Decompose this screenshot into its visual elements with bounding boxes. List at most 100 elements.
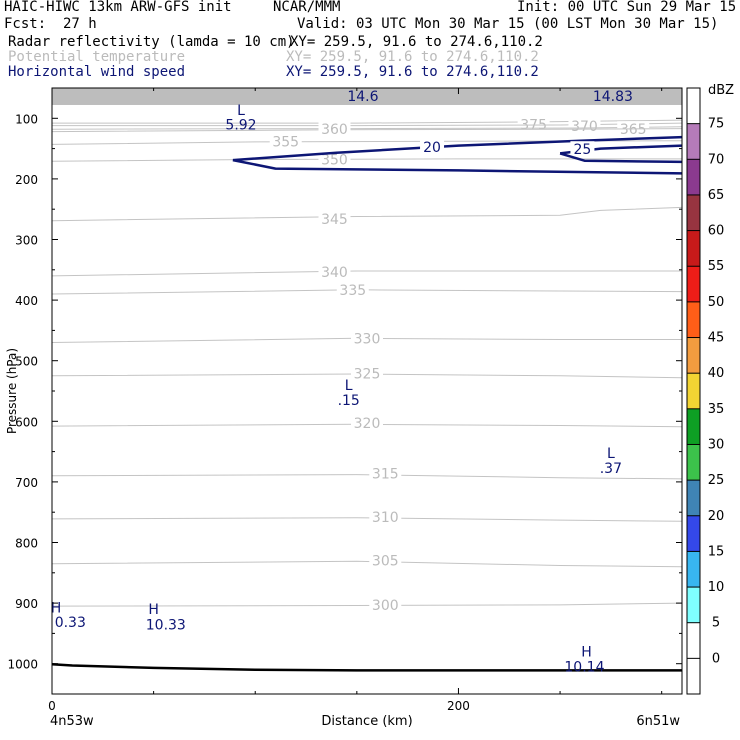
theta-contour-305 xyxy=(51,560,683,568)
x-tick-label: 0 xyxy=(48,699,56,713)
theta-label-365: 365 xyxy=(620,122,647,138)
top-band-layer xyxy=(52,88,682,105)
theta-label-300: 300 xyxy=(372,598,399,614)
theta-label-305: 305 xyxy=(372,554,399,570)
valid-time: Valid: 03 UTC Mon 30 Mar 15 (00 LST Mon … xyxy=(297,16,719,32)
colorbar-label: 20 xyxy=(708,509,725,524)
theta-label-bg xyxy=(351,415,383,431)
colorbar-segment xyxy=(687,587,700,623)
colorbar-label: 15 xyxy=(708,544,725,559)
colorbar-segment xyxy=(687,337,700,374)
colorbar-segment xyxy=(687,159,700,195)
colorbar-label: 10 xyxy=(708,580,725,595)
theta-label-350: 350 xyxy=(321,153,348,169)
colorbar-label: 60 xyxy=(708,224,725,239)
theta-contour-345 xyxy=(51,206,683,222)
colorbar-segment xyxy=(687,373,700,409)
theta-label-bg xyxy=(318,121,351,137)
colorbar-label: 70 xyxy=(708,152,725,167)
theta-contour-335 xyxy=(51,289,683,295)
wind-contour-25 xyxy=(559,152,683,164)
forecast-label: Fcst: xyxy=(4,16,47,32)
y-tick-label: 700 xyxy=(15,476,38,490)
y-tick-label: 400 xyxy=(15,294,38,308)
theta-contour-320 xyxy=(51,423,683,428)
colorbar-segment xyxy=(687,515,700,552)
annotation: 14.6 xyxy=(347,89,378,105)
colorbar-segment xyxy=(687,658,700,694)
theta-label-bg xyxy=(369,596,402,612)
forecast-hours: 27 h xyxy=(63,16,97,32)
y-tick-label: 900 xyxy=(15,597,38,611)
annotation: L xyxy=(345,378,353,394)
theta-label-315: 315 xyxy=(372,466,399,482)
colorbar-segment xyxy=(687,408,700,445)
plot-area xyxy=(52,88,682,694)
annotation: L xyxy=(237,103,245,119)
theta-label-bg xyxy=(351,365,383,381)
y-tick-label: 600 xyxy=(15,415,38,429)
theta-label-355: 355 xyxy=(272,134,299,150)
theta-contour-layer: 375 370 3653603553503453403353303253203153… xyxy=(51,116,683,614)
wind-contour-layer: 20 25 xyxy=(232,135,683,175)
colorbar-segment xyxy=(687,551,700,588)
wind-contour-20 xyxy=(232,158,683,175)
field-theta-label: Potential temperature xyxy=(8,49,186,65)
colorbar-label: 40 xyxy=(708,366,725,381)
y-tick-label: 200 xyxy=(15,173,38,187)
annotation: H xyxy=(581,645,592,661)
colorbar-label: 25 xyxy=(708,473,725,488)
colorbar-segment xyxy=(687,444,700,481)
colorbar: 0 5 10 15 20 25 30 35 40 45 50 55 60 65 70 75 xyxy=(686,87,725,695)
colorbar-segment xyxy=(687,194,700,231)
theta-contour-325 xyxy=(51,373,683,379)
field-theta-xy: XY= 259.5, 91.6 to 274.6,110.2 xyxy=(286,49,539,65)
colorbar-label: 0 xyxy=(712,651,720,666)
theta-label-330: 330 xyxy=(354,331,381,347)
theta-label-360: 360 xyxy=(321,122,348,138)
annotation: 10.33 xyxy=(146,617,186,633)
theta-label-bg xyxy=(318,210,351,226)
colorbar-label: 45 xyxy=(708,331,725,346)
theta-label-325: 325 xyxy=(354,366,381,382)
theta-contour-375 xyxy=(52,119,683,124)
organization-label: NCAR/MMM xyxy=(273,0,341,15)
field-wind-xy: XY= 259.5, 91.6 to 274.6,110.2 xyxy=(286,64,539,80)
colorbar-segment xyxy=(687,301,700,338)
theta-label-370: 370 xyxy=(571,119,598,135)
axes-layer: 100 200 300 400 500 600 700 800 900 1000 0 200 xyxy=(7,88,682,713)
annotation: 5.92 xyxy=(225,117,256,133)
wind-label-20: 20 xyxy=(423,140,441,156)
x-tick-label: 200 xyxy=(447,699,470,713)
field-reflectivity-label: Radar reflectivity (lamda = 10 cm) xyxy=(8,34,295,50)
top-band xyxy=(52,88,682,105)
annotation: .37 xyxy=(600,461,622,477)
colorbar-frame xyxy=(686,87,701,695)
theta-contour-360 xyxy=(51,128,683,133)
y-tick-label: 100 xyxy=(15,112,38,126)
theta-label-340: 340 xyxy=(321,265,348,281)
theta-label-bg xyxy=(318,264,351,280)
theta-contour-340 xyxy=(51,270,682,277)
theta-contour-310 xyxy=(51,517,683,522)
colorbar-segment xyxy=(687,622,700,659)
theta-label-335: 335 xyxy=(339,283,366,299)
theta-contour-315 xyxy=(51,474,683,480)
colorbar-label: 30 xyxy=(708,437,725,452)
colorbar-segment xyxy=(687,123,700,160)
annotation: 10.14 xyxy=(564,660,604,676)
theta-label-bg xyxy=(336,281,369,297)
theta-label-310: 310 xyxy=(372,510,399,526)
wind-contour-20 xyxy=(232,135,683,162)
colorbar-label: 55 xyxy=(708,259,725,274)
annotation: .15 xyxy=(338,393,360,409)
y-tick-label: 800 xyxy=(15,537,38,551)
theta-label-bg xyxy=(369,465,402,481)
right-endpoint-label: 6n51w xyxy=(636,714,680,729)
theta-label-bg xyxy=(269,133,302,149)
colorbar-label: 5 xyxy=(712,616,720,631)
theta-label-bg xyxy=(318,151,351,167)
